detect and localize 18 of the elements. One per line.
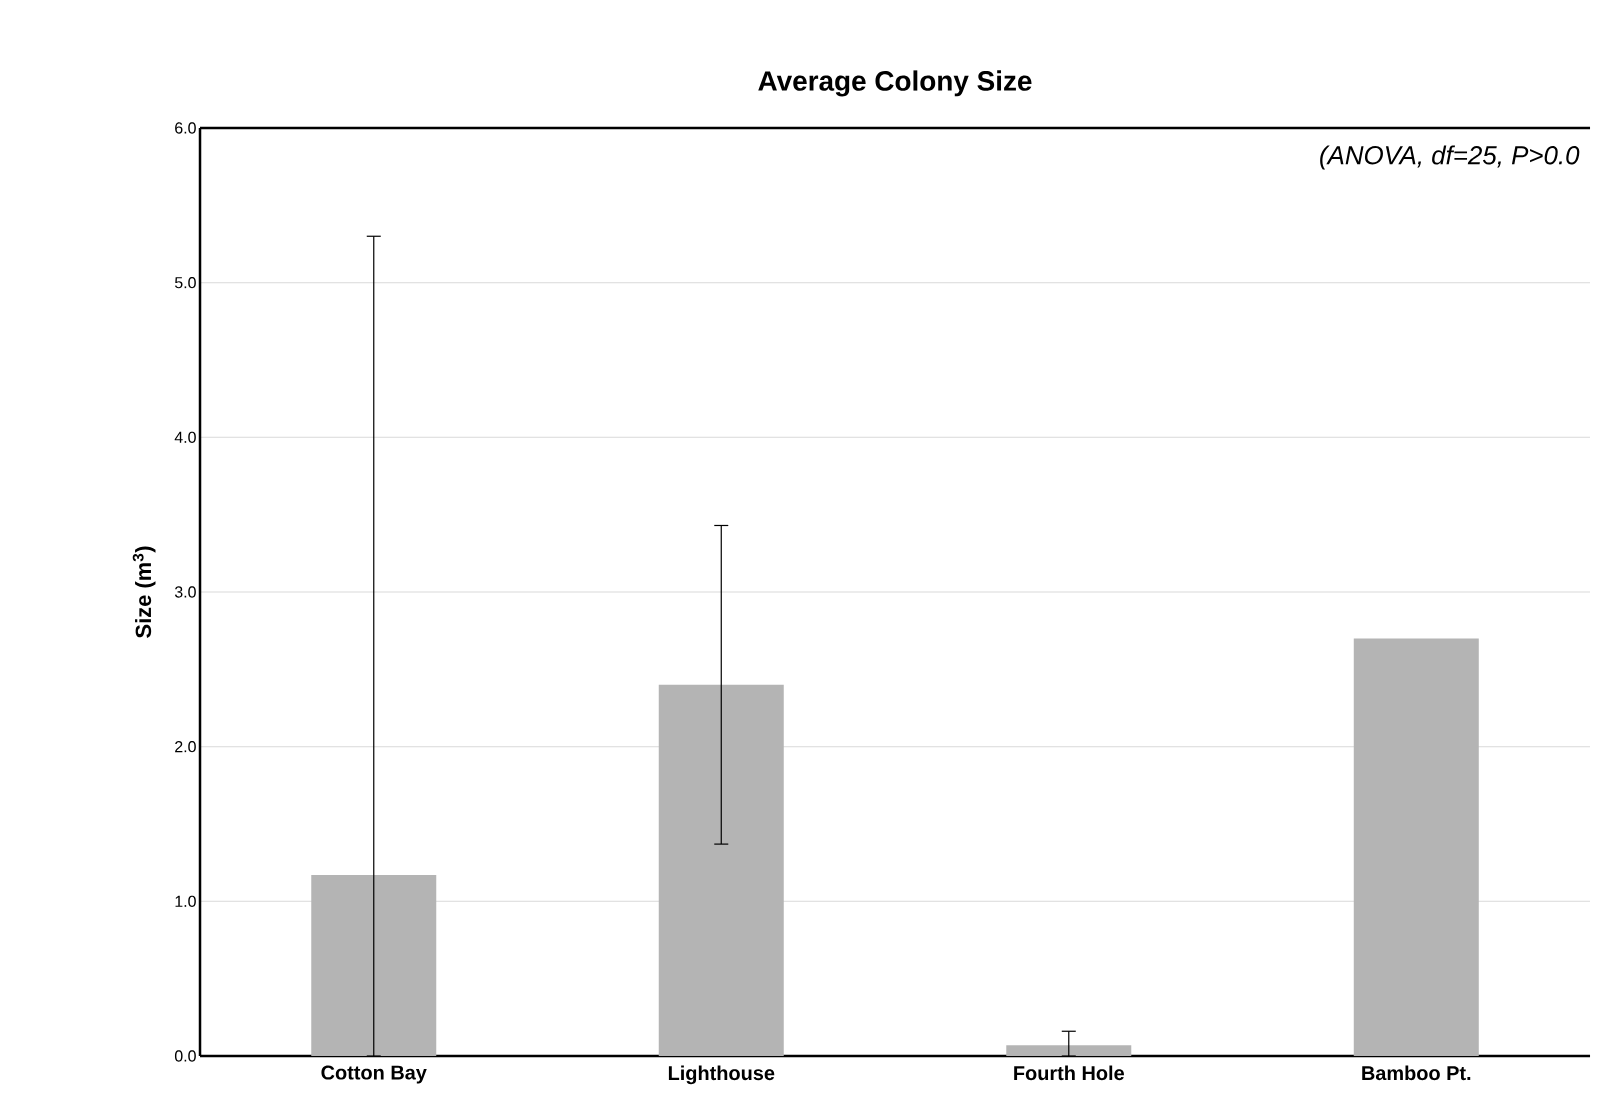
y-tick-label: 6.0	[175, 122, 196, 134]
y-tick-label: 1.0	[175, 895, 196, 907]
annotation: (ANOVA, df=25, P>0.0	[1320, 145, 1580, 170]
y-tick-label: 0.0	[174, 1050, 196, 1062]
bar	[1353, 638, 1479, 1056]
bar	[311, 875, 437, 1056]
chart-title: Average Colony Size	[758, 70, 1032, 97]
x-tick-label: Bamboo Pt.	[1362, 1065, 1471, 1081]
y-tick-label: 3.0	[174, 586, 196, 598]
y-tick-label: 5.0	[174, 277, 196, 289]
y-tick-label: 4.0	[174, 431, 196, 443]
y-tick-label: 2.0	[175, 741, 196, 753]
x-tick-label: Cotton Bay	[321, 1065, 427, 1084]
x-tick-label: Fourth Hole	[1014, 1065, 1124, 1081]
bar	[658, 684, 784, 1056]
x-tick-label: Lighthouse	[668, 1065, 775, 1085]
y-axis-title: Size (m$^{3}$)	[132, 546, 156, 638]
bar	[1006, 1045, 1132, 1056]
